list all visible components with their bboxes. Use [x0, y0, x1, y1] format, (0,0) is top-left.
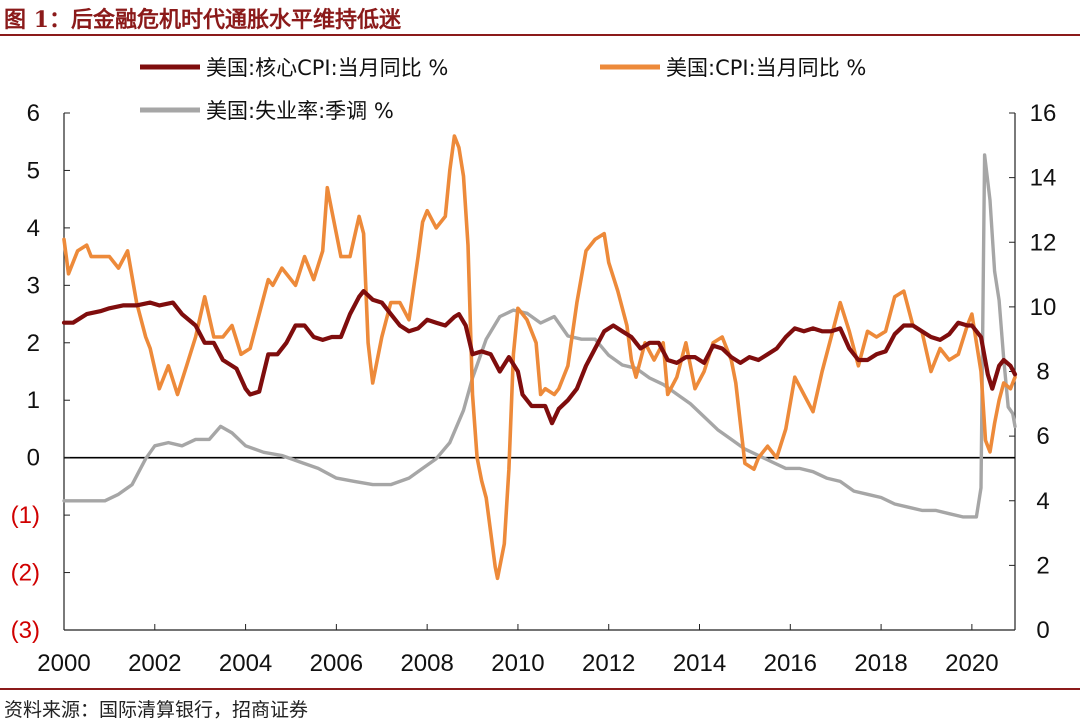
- figure-title: 图 1：后金融危机时代通胀水平维持低迷: [4, 7, 401, 33]
- y-left-tick-label: (2): [11, 560, 40, 587]
- title-bar: [0, 0, 1080, 36]
- x-tick-label: 2016: [764, 650, 817, 677]
- x-tick-label: 2012: [582, 650, 635, 677]
- y-left-tick-label: 5: [27, 157, 40, 184]
- y-left-tick-label: (3): [11, 617, 40, 644]
- legend-label-unemployment: 美国:失业率:季调 %: [206, 99, 394, 123]
- y-right-tick-label: 12: [1030, 229, 1057, 256]
- y-left-tick-label: 1: [27, 387, 40, 414]
- x-tick-label: 2010: [491, 650, 544, 677]
- legend-label-core-cpi: 美国:核心CPI:当月同比 %: [206, 56, 448, 80]
- x-tick-label: 2014: [673, 650, 726, 677]
- source-bar: [0, 688, 1080, 690]
- y-right-tick-label: 10: [1030, 294, 1057, 321]
- x-tick-label: 2018: [854, 650, 907, 677]
- y-left-tick-label: 6: [27, 100, 40, 127]
- y-left-tick-label: 4: [27, 215, 40, 242]
- x-tick-label: 2000: [37, 650, 90, 677]
- y-right-tick-label: 0: [1036, 617, 1049, 644]
- x-tick-label: 2020: [945, 650, 998, 677]
- y-right-tick-label: 16: [1030, 100, 1057, 127]
- source-note: 资料来源：国际清算银行，招商证券: [4, 699, 309, 721]
- y-left-tick-label: (1): [11, 502, 40, 529]
- x-tick-label: 2004: [219, 650, 272, 677]
- y-right-tick-label: 6: [1036, 423, 1049, 450]
- x-tick-label: 2002: [128, 650, 181, 677]
- y-left-tick-label: 2: [27, 330, 40, 357]
- y-right-tick-label: 14: [1030, 165, 1057, 192]
- y-left-tick-label: 0: [27, 445, 40, 472]
- y-right-tick-label: 4: [1036, 488, 1049, 515]
- y-right-tick-label: 8: [1036, 359, 1049, 386]
- legend: 美国:核心CPI:当月同比 % 美国:CPI:当月同比 % 美国:失业率:季调 …: [140, 56, 866, 123]
- y-right-tick-label: 2: [1036, 552, 1049, 579]
- y-left-tick-label: 3: [27, 272, 40, 299]
- series-group: [61, 134, 1018, 581]
- series-line-unemployment: [62, 153, 1017, 519]
- x-tick-label: 2008: [400, 650, 453, 677]
- legend-label-cpi: 美国:CPI:当月同比 %: [666, 56, 866, 80]
- x-tick-label: 2006: [310, 650, 363, 677]
- series-line-core-cpi: [61, 289, 1018, 426]
